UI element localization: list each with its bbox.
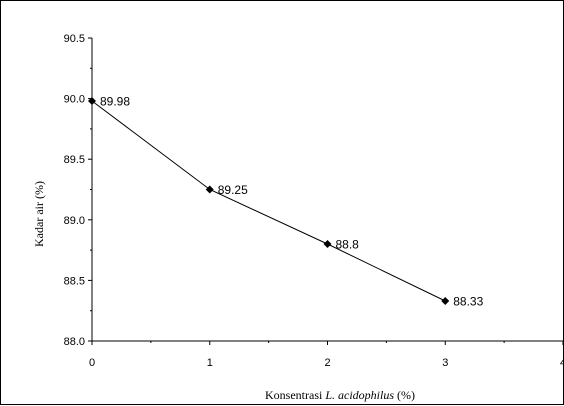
y-axis-title: Kadar air (%) <box>32 181 46 247</box>
axes <box>91 38 563 342</box>
x-tick-label: 2 <box>324 357 330 369</box>
y-tick-label: 90.5 <box>64 33 85 45</box>
ticks: 88.0 88.5 89.0 89.5 90.0 90.5 0 1 2 3 4 <box>64 33 564 369</box>
data-label: 89.98 <box>100 95 130 109</box>
x-tick-label: 0 <box>89 357 95 369</box>
data-label: 88.8 <box>336 238 360 252</box>
data-point <box>88 97 96 106</box>
series-line <box>91 100 446 302</box>
data-point <box>441 297 450 306</box>
x-axis-title-italic: L. acidophilus <box>324 388 394 402</box>
y-tick-label: 89.0 <box>64 215 85 227</box>
x-tick-label: 4 <box>560 357 564 369</box>
data-label: 89.25 <box>218 183 248 197</box>
data-point <box>323 240 332 249</box>
x-axis-title: Konsentrasi L. acidophilus (%) <box>265 388 415 402</box>
x-axis-title-suffix: (%) <box>394 388 415 402</box>
data-point <box>205 185 214 194</box>
x-axis-title-prefix: Konsentrasi <box>265 388 325 402</box>
y-tick-label: 88.5 <box>64 275 85 287</box>
x-tick-label: 1 <box>207 357 213 369</box>
y-tick-label: 88.0 <box>64 336 85 348</box>
y-tick-label: 90.0 <box>64 94 85 106</box>
series: 89.98 89.25 88.8 88.33 <box>88 95 484 309</box>
y-tick-label: 89.5 <box>64 154 85 166</box>
x-tick-label: 3 <box>442 357 448 369</box>
data-label: 88.33 <box>453 295 483 309</box>
